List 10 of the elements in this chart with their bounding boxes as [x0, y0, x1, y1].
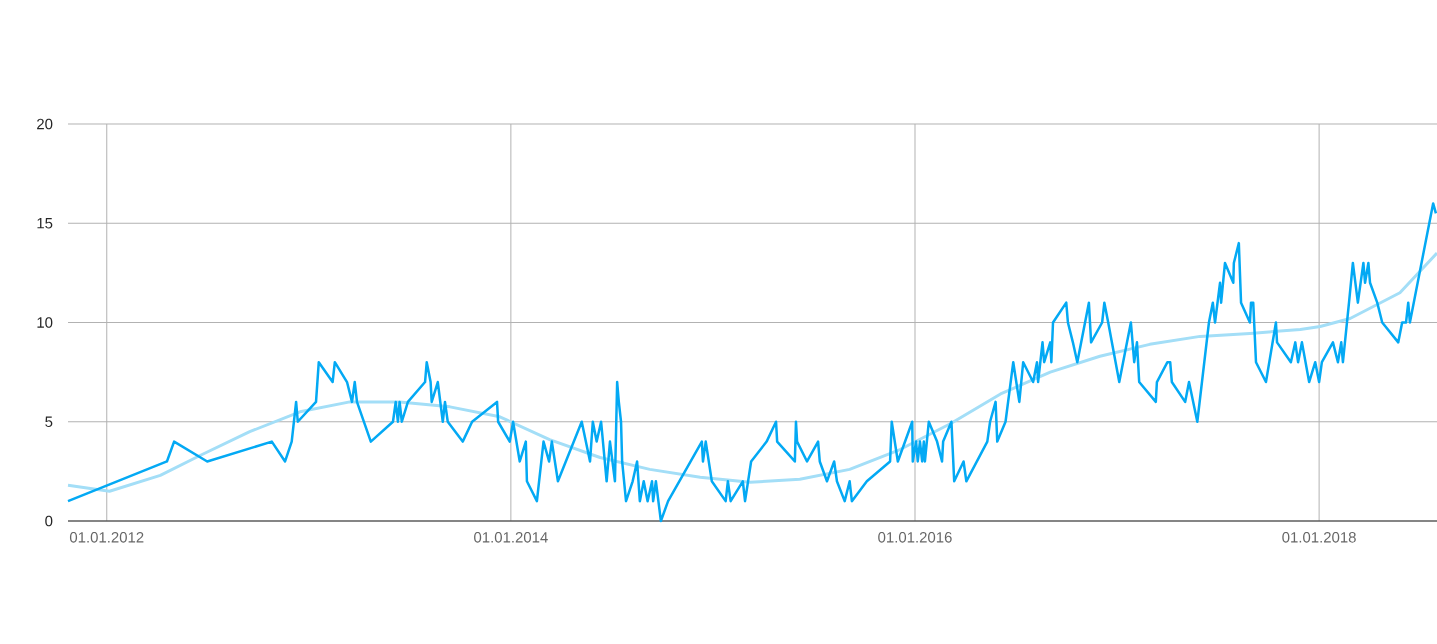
y-tick-label: 10: [37, 317, 53, 328]
x-tick-label: 01.01.2016: [878, 532, 952, 543]
x-tick-label: 01.01.2014: [474, 532, 548, 543]
y-tick-label: 15: [37, 218, 53, 229]
y-tick-label: 20: [37, 118, 53, 130]
line-series: [66, 202, 1437, 523]
y-tick-label: 5: [45, 416, 53, 427]
x-tick-label: 01.01.2012: [69, 532, 144, 543]
y-tick-label: 0: [45, 515, 53, 527]
x-tick-label: 01.01.2018: [1282, 532, 1356, 543]
